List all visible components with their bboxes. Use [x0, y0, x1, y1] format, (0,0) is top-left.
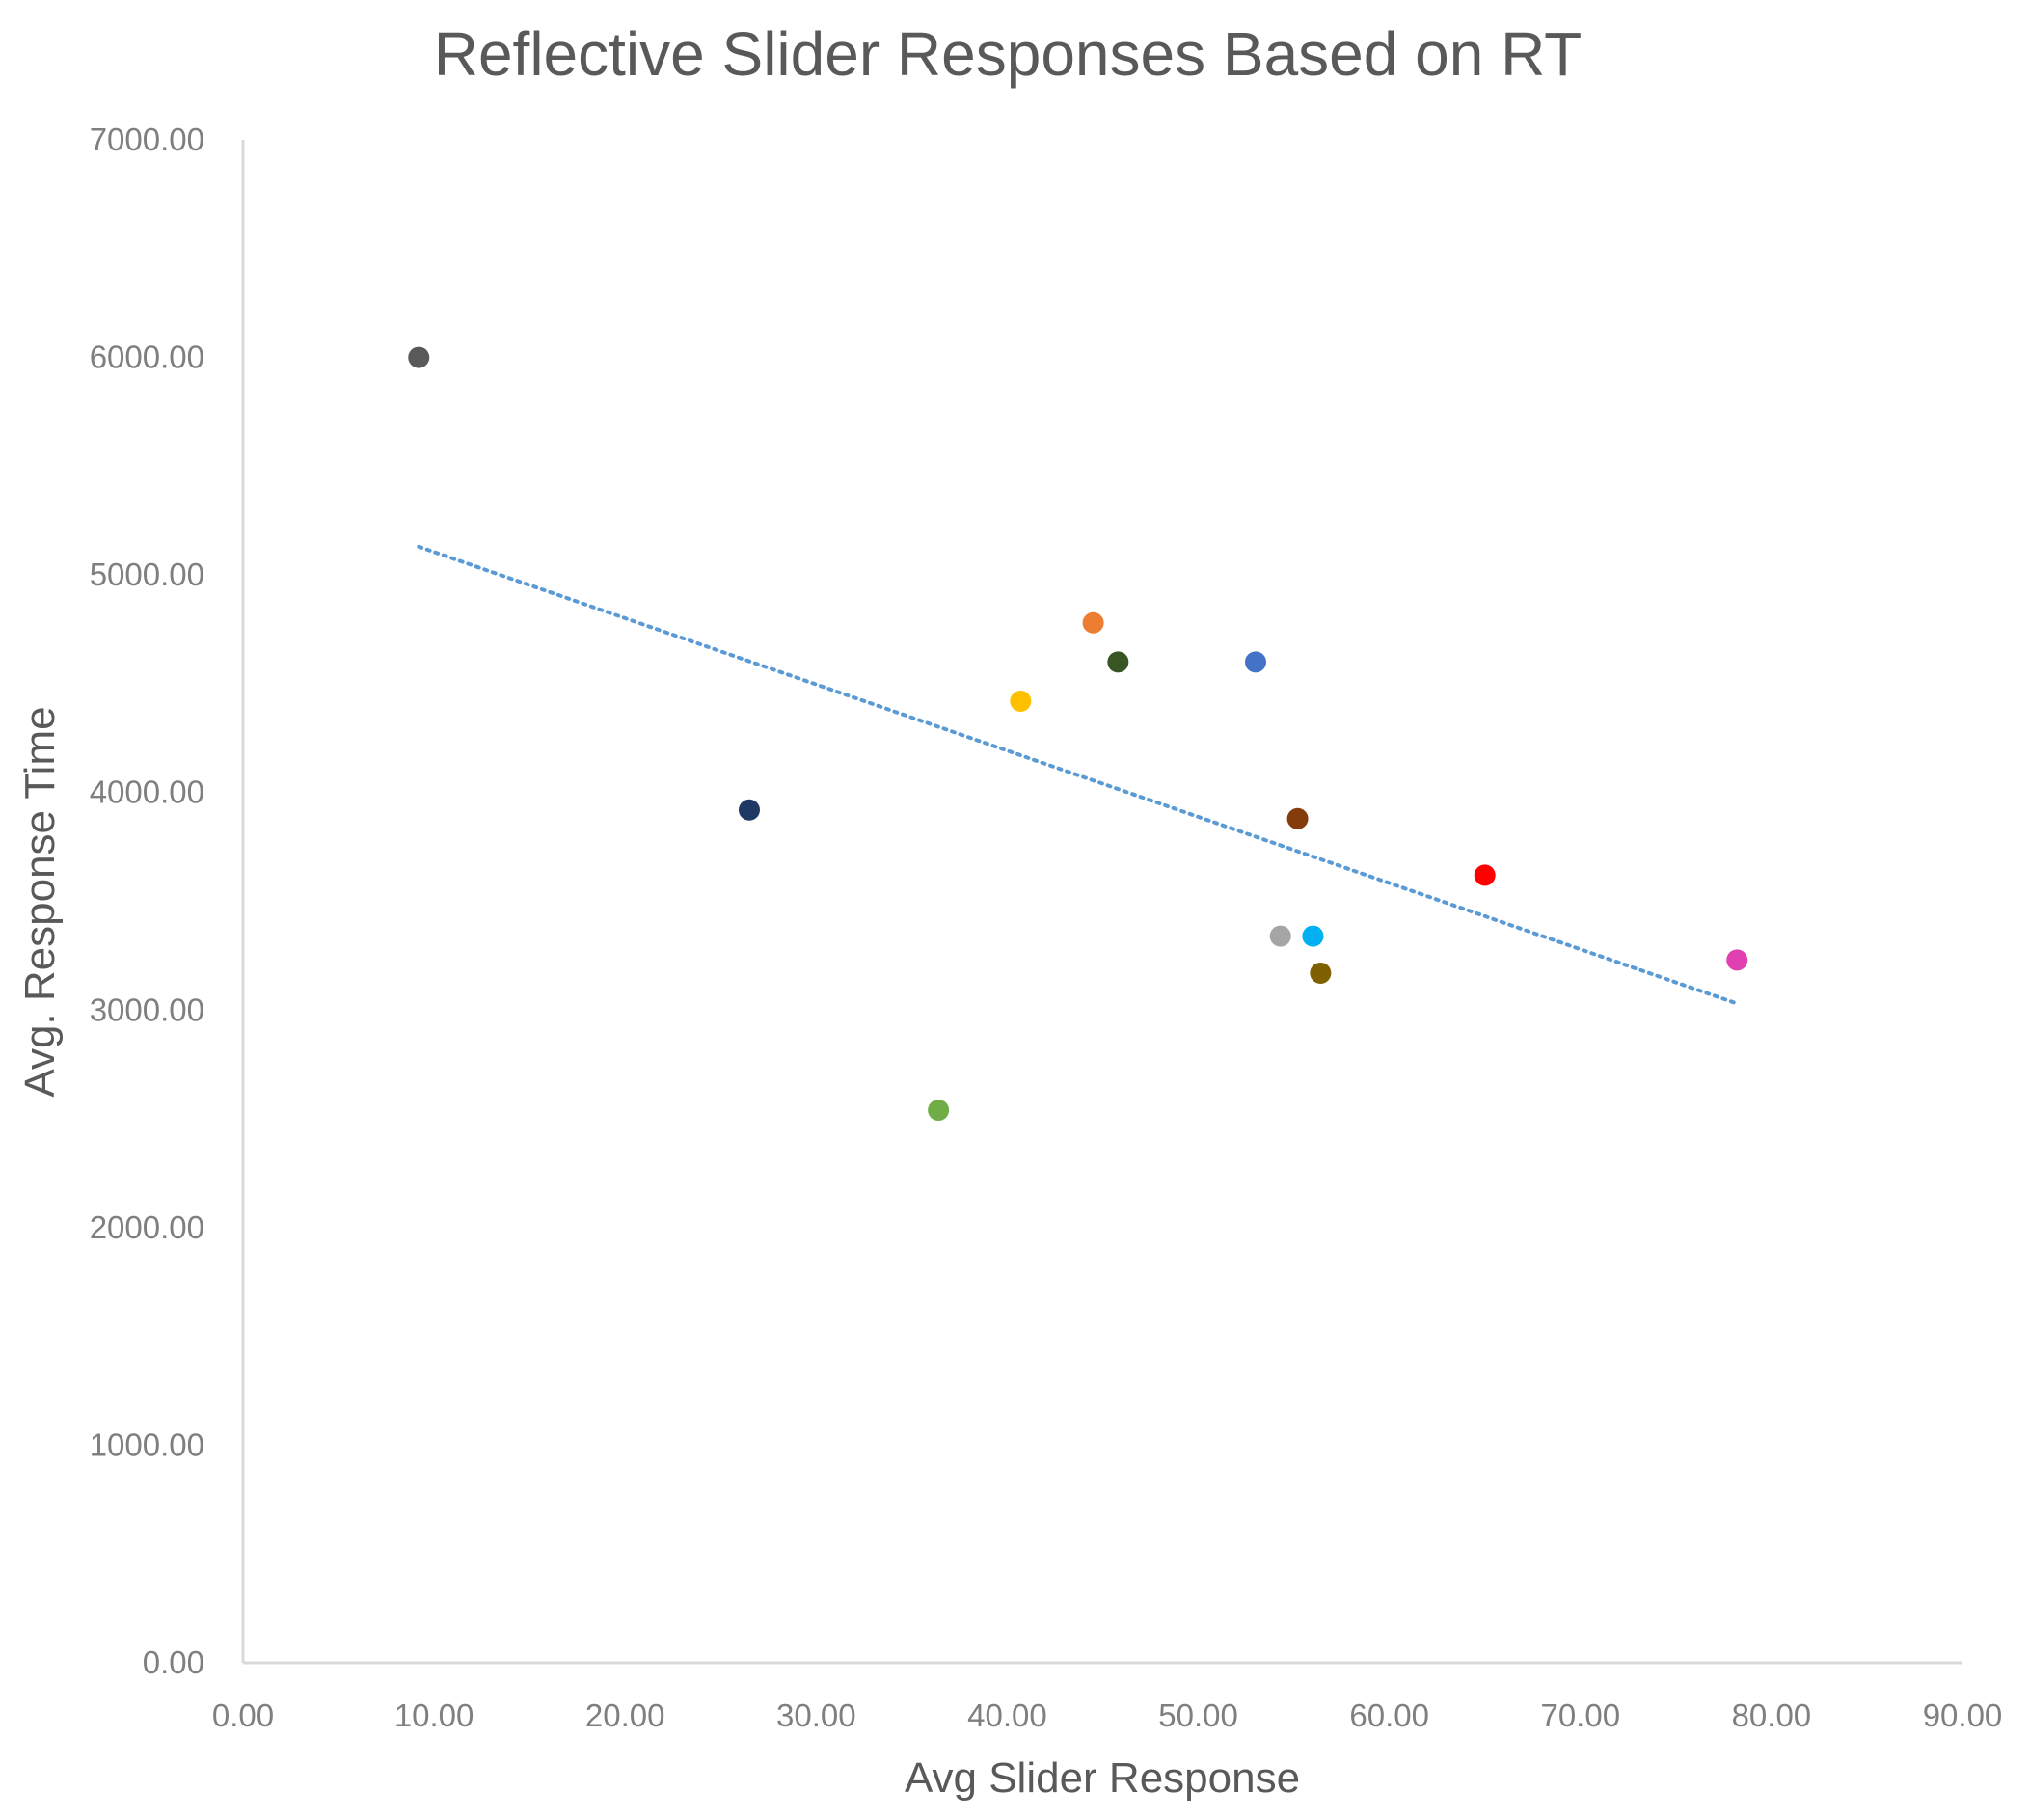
- x-tick-label: 50.00: [1158, 1698, 1238, 1733]
- x-axis-label: Avg Slider Response: [905, 1754, 1300, 1802]
- y-tick-label: 6000.00: [90, 340, 204, 375]
- x-tick-label: 80.00: [1732, 1698, 1812, 1733]
- x-tick-label: 20.00: [585, 1698, 665, 1733]
- x-tick-label: 70.00: [1540, 1698, 1620, 1733]
- y-tick-labels: 0.00 1000.00 2000.00 3000.00 4000.00 5000.00 6…: [90, 122, 204, 1680]
- y-tick-label: 1000.00: [90, 1426, 204, 1462]
- trendline: [417, 544, 1740, 1006]
- x-tick-label: 30.00: [776, 1698, 856, 1733]
- data-point: [1269, 925, 1291, 947]
- data-point: [1107, 651, 1129, 673]
- data-point: [1010, 690, 1032, 712]
- data-point: [738, 799, 760, 821]
- x-tick-label: 60.00: [1349, 1698, 1429, 1733]
- data-point: [1726, 949, 1748, 971]
- data-point: [408, 346, 430, 368]
- x-tick-label: 90.00: [1923, 1698, 2003, 1733]
- y-tick-label: 5000.00: [90, 557, 204, 592]
- y-axis-label: Avg. Response Time: [16, 706, 64, 1097]
- data-point: [928, 1100, 950, 1122]
- y-tick-label: 0.00: [143, 1644, 204, 1680]
- x-tick-labels: 0.00 10.00 20.00 30.00 40.00 50.00 60.00 70.00 8…: [212, 1698, 2002, 1733]
- trendline-group: [417, 544, 1740, 1006]
- y-tick-label: 3000.00: [90, 991, 204, 1027]
- data-point: [1302, 925, 1324, 947]
- x-tick-label: 10.00: [394, 1698, 474, 1733]
- data-point: [1286, 807, 1309, 829]
- data-points: [408, 346, 1748, 1122]
- data-point: [1244, 651, 1266, 673]
- x-tick-label: 40.00: [967, 1698, 1047, 1733]
- data-point: [1474, 864, 1496, 886]
- chart-title: Reflective Slider Responses Based on RT: [434, 19, 1583, 89]
- data-point: [1310, 962, 1332, 984]
- data-point: [1082, 611, 1104, 634]
- y-tick-label: 4000.00: [90, 774, 204, 810]
- y-tick-label: 2000.00: [90, 1209, 204, 1245]
- x-tick-label: 0.00: [212, 1698, 274, 1733]
- y-tick-label: 7000.00: [90, 122, 204, 157]
